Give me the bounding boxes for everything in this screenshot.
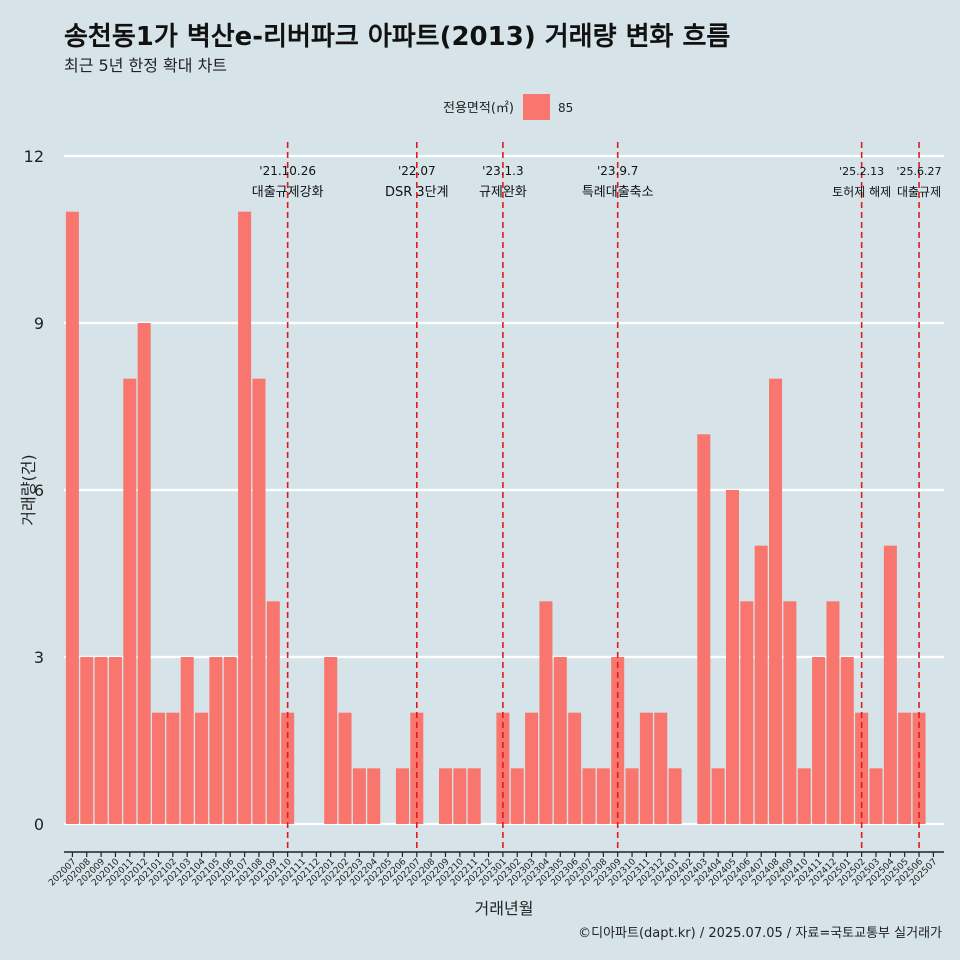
bar: [568, 712, 582, 824]
annotation-date: '22.07: [398, 164, 436, 178]
annotation-label: 대출규제: [897, 185, 941, 199]
bar: [539, 601, 553, 824]
bar: [195, 712, 209, 824]
bar: [166, 712, 180, 824]
annotation-date: '25.6.27: [897, 165, 942, 178]
x-axis-title: 거래년월: [475, 899, 534, 918]
bar: [754, 545, 768, 824]
legend-title: 전용면적(㎡): [443, 101, 514, 116]
bar: [281, 712, 295, 824]
legend-swatch: [523, 94, 550, 120]
y-tick-labels: 0 3 6 9 12: [24, 147, 44, 834]
bar: [711, 768, 725, 824]
bar: [740, 601, 754, 824]
bar: [223, 657, 237, 824]
bar: [697, 434, 711, 824]
bars: [65, 211, 926, 824]
bar: [826, 601, 840, 824]
annotation-label: 토허제 해제: [832, 185, 891, 199]
legend-label: 85: [558, 101, 573, 115]
bar: [65, 211, 79, 824]
y-axis-title: 거래량(건): [19, 454, 38, 525]
bar: [783, 601, 797, 824]
y-tick-label: 0: [34, 815, 44, 834]
legend: 전용면적(㎡) 85: [443, 94, 573, 120]
bar: [654, 712, 668, 824]
bar: [496, 712, 510, 824]
bar: [467, 768, 481, 824]
bar: [252, 378, 266, 824]
bar: [510, 768, 524, 824]
annotation-label: 규제완화: [479, 185, 527, 200]
bar: [668, 768, 682, 824]
bar: [525, 712, 539, 824]
annotation-label: 특례대출축소: [582, 185, 654, 200]
annotation-label: 대출규제강화: [252, 185, 324, 200]
bar: [912, 712, 926, 824]
x-axis: [64, 851, 944, 857]
bar: [180, 657, 194, 824]
bar: [439, 768, 452, 824]
bar: [855, 712, 869, 824]
bar: [726, 490, 739, 824]
bar: [137, 323, 151, 824]
bar: [238, 211, 252, 824]
bar: [108, 657, 122, 824]
bar: [553, 657, 567, 824]
bar: [395, 768, 409, 824]
y-tick-label: 9: [34, 314, 44, 333]
bar: [883, 545, 897, 824]
bar: [769, 378, 783, 824]
bar: [80, 657, 94, 824]
annotation-date: '23.9.7: [597, 164, 638, 178]
bar: [152, 712, 165, 824]
y-tick-label: 12: [24, 147, 44, 166]
x-tick-labels: 2020072020082020092020102020112020122021…: [47, 857, 939, 889]
bar: [869, 768, 883, 824]
bar: [840, 657, 854, 824]
bar: [812, 657, 826, 824]
bar: [797, 768, 811, 824]
bar: [611, 657, 625, 824]
bar: [453, 768, 467, 824]
bar: [266, 601, 280, 824]
y-tick-label: 6: [34, 481, 44, 500]
bar: [582, 768, 596, 824]
annotations: '21.10.26 대출규제강화 '22.07 DSR 3단계 '23.1.3 규제완화 '…: [252, 142, 942, 852]
bar: [324, 657, 338, 824]
bar: [639, 712, 653, 824]
y-tick-label: 3: [34, 648, 44, 667]
bar: [898, 712, 912, 824]
source-caption: ©디아파트(dapt.kr) / 2025.07.05 / 자료=국토교통부 실…: [578, 926, 942, 941]
chart-subtitle: 최근 5년 한정 확대 차트: [64, 56, 228, 75]
bar: [209, 657, 223, 824]
annotation-date: '25.2.13: [839, 165, 884, 178]
annotation-date: '21.10.26: [259, 164, 316, 178]
bar: [123, 378, 137, 824]
bar: [338, 712, 352, 824]
bar: [94, 657, 108, 824]
bar: [596, 768, 610, 824]
bar: [410, 712, 424, 824]
annotation-label: DSR 3단계: [385, 185, 449, 200]
annotation-date: '23.1.3: [482, 164, 523, 178]
bar: [625, 768, 639, 824]
bar: [367, 768, 381, 824]
chart-title: 송천동1가 벽산e-리버파크 아파트(2013) 거래량 변화 흐름: [64, 22, 731, 52]
bar: [352, 768, 366, 824]
